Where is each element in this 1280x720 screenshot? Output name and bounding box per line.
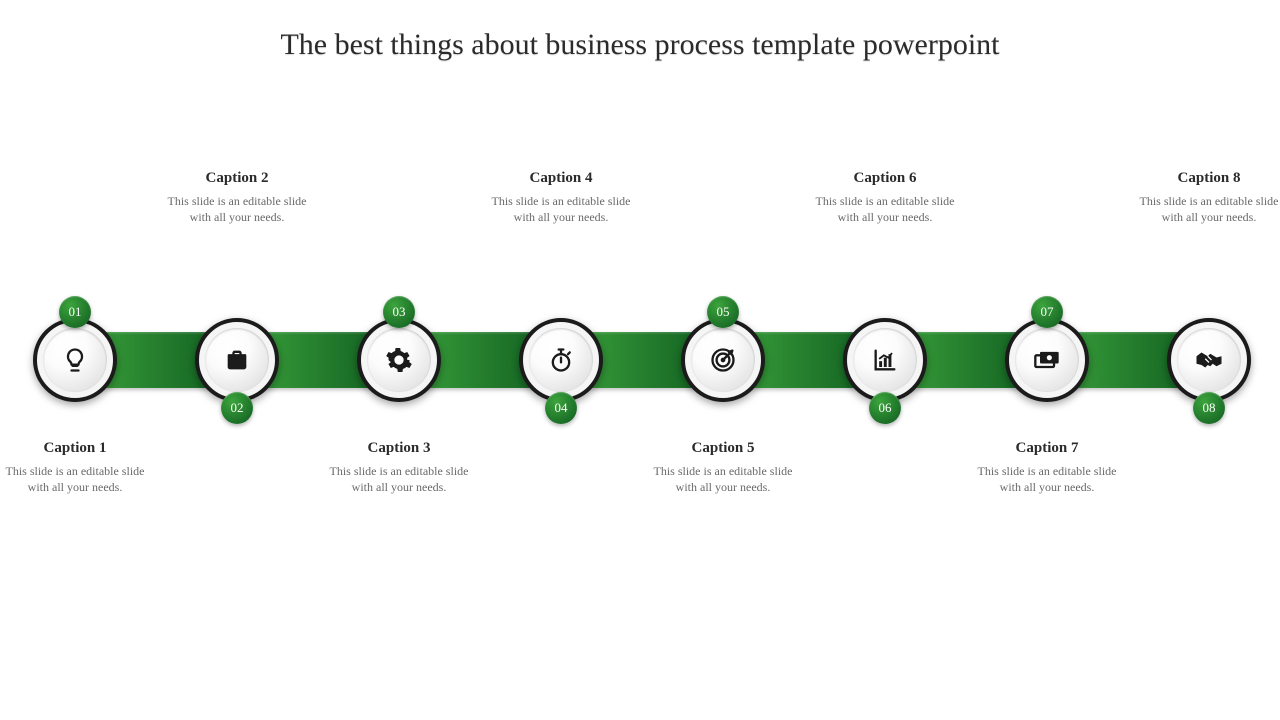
caption-title: Caption 4	[486, 170, 636, 187]
step-number-badge: 03	[383, 296, 415, 328]
step-circle	[519, 318, 603, 402]
briefcase-icon	[205, 328, 269, 392]
handshake-icon	[1177, 328, 1241, 392]
cash-icon	[1015, 328, 1079, 392]
step-caption: Caption 3 This slide is an editable slide…	[324, 440, 474, 495]
step-circle	[33, 318, 117, 402]
step-number: 07	[1041, 304, 1054, 320]
step-circle	[1005, 318, 1089, 402]
caption-desc: This slide is an editable slide with all…	[0, 463, 150, 495]
slide-root: { "layout": { "width": 1280, "height": 7…	[0, 0, 1280, 720]
step-caption: Caption 7 This slide is an editable slide…	[972, 440, 1122, 495]
caption-title: Caption 6	[810, 170, 960, 187]
caption-title: Caption 2	[162, 170, 312, 187]
step-caption: Caption 5 This slide is an editable slide…	[648, 440, 798, 495]
caption-desc: This slide is an editable slide with all…	[810, 193, 960, 225]
caption-title: Caption 5	[648, 440, 798, 457]
caption-desc: This slide is an editable slide with all…	[648, 463, 798, 495]
step-number: 04	[555, 400, 568, 416]
step-number: 03	[393, 304, 406, 320]
caption-title: Caption 3	[324, 440, 474, 457]
bulb-icon	[43, 328, 107, 392]
step-number-badge: 06	[869, 392, 901, 424]
step-circle	[843, 318, 927, 402]
target-icon	[691, 328, 755, 392]
step-number-badge: 01	[59, 296, 91, 328]
step-circle	[195, 318, 279, 402]
step-number-badge: 08	[1193, 392, 1225, 424]
caption-title: Caption 1	[0, 440, 150, 457]
caption-desc: This slide is an editable slide with all…	[324, 463, 474, 495]
step-caption: Caption 8 This slide is an editable slide…	[1134, 170, 1280, 225]
step-number-badge: 05	[707, 296, 739, 328]
chart-icon	[853, 328, 917, 392]
step-caption: Caption 6 This slide is an editable slide…	[810, 170, 960, 225]
step-number: 08	[1203, 400, 1216, 416]
caption-title: Caption 8	[1134, 170, 1280, 187]
step-caption: Caption 2 This slide is an editable slide…	[162, 170, 312, 225]
caption-title: Caption 7	[972, 440, 1122, 457]
stopwatch-icon	[529, 328, 593, 392]
caption-desc: This slide is an editable slide with all…	[972, 463, 1122, 495]
slide-title: The best things about business process t…	[0, 28, 1280, 62]
step-number: 06	[879, 400, 892, 416]
caption-desc: This slide is an editable slide with all…	[1134, 193, 1280, 225]
step-caption: Caption 4 This slide is an editable slide…	[486, 170, 636, 225]
step-number: 02	[231, 400, 244, 416]
step-number-badge: 07	[1031, 296, 1063, 328]
caption-desc: This slide is an editable slide with all…	[486, 193, 636, 225]
step-number: 01	[69, 304, 82, 320]
step-number: 05	[717, 304, 730, 320]
step-circle	[357, 318, 441, 402]
step-number-badge: 04	[545, 392, 577, 424]
step-circle	[1167, 318, 1251, 402]
step-caption: Caption 1 This slide is an editable slide…	[0, 440, 150, 495]
step-circle	[681, 318, 765, 402]
caption-desc: This slide is an editable slide with all…	[162, 193, 312, 225]
step-number-badge: 02	[221, 392, 253, 424]
gear-icon	[367, 328, 431, 392]
